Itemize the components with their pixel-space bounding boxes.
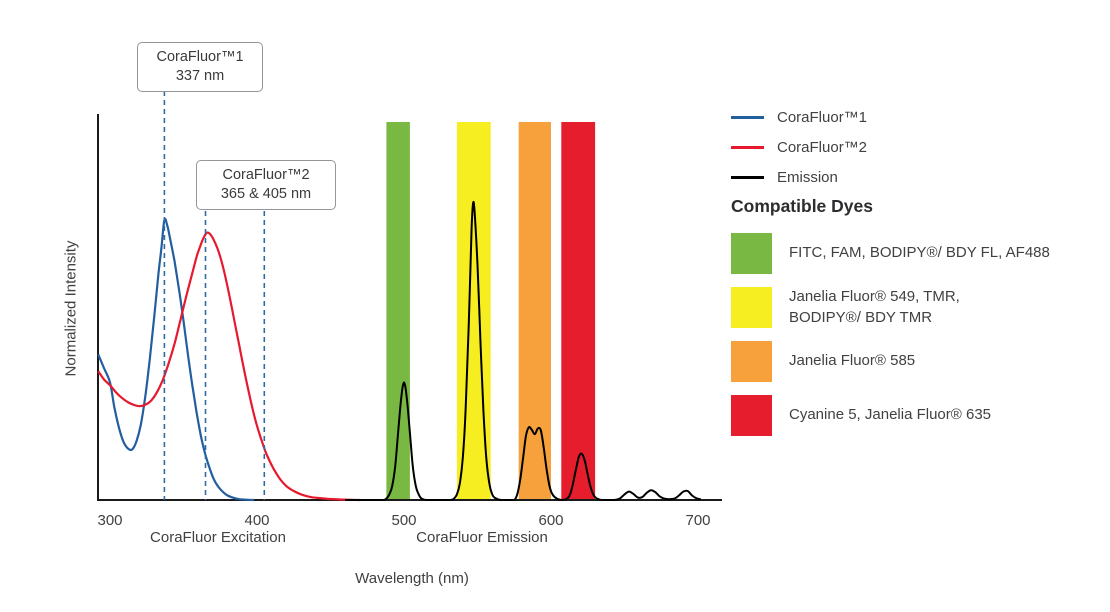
emission-line-swatch [731,175,764,179]
legend-item-emission: Emission [731,167,867,187]
dye-item-yellow: Janelia Fluor® 549, TMR, BODIPY®/ BDY TM… [731,287,1050,328]
callout-value: 337 nm [175,68,225,85]
x-axis-label: Wavelength (nm) [355,570,469,587]
emission-curve [345,200,702,501]
compatible-dyes-list: FITC, FAM, BODIPY®/ BDY FL, AF488 Janeli… [731,233,1050,449]
legend-item-corafluor1: CoraFluor™1 [731,107,867,127]
x-tick-label: 600 [538,512,563,529]
callout-title: CoraFluor™2 [222,167,310,183]
dye-label: Janelia Fluor® 549, TMR, BODIPY®/ BDY TM… [789,288,960,326]
dye-item-orange: Janelia Fluor® 585 [731,341,1050,382]
y-axis-label: Normalized Intensity [62,240,80,377]
callout-value: 365 & 405 nm [220,186,312,203]
yellow-dye-swatch [731,287,772,328]
orange-dye-swatch [731,341,772,382]
spectra-chart: 300 400 500 600 700 [97,82,722,529]
chart-legend: CoraFluor™1 CoraFluor™2 Emission [731,107,867,197]
compatible-dyes-title: Compatible Dyes [731,196,873,216]
dye-item-green: FITC, FAM, BODIPY®/ BDY FL, AF488 [731,233,1050,274]
legend-label: CoraFluor™2 [777,138,868,156]
x-tick-label: 700 [685,512,710,529]
annotation-corafluor2-callout: CoraFluor™2 365 & 405 nm [196,160,336,211]
orange-filter-band [518,122,551,500]
corafluor1-excitation-curve [97,217,255,502]
red-filter-band [561,122,596,500]
legend-label: CoraFluor™1 [777,108,868,126]
dye-label: Cyanine 5, Janelia Fluor® 635 [789,406,992,424]
corafluor2-excitation-curve [97,231,360,502]
corafluor2-line-swatch [731,145,764,149]
green-filter-band [386,122,410,500]
x-tick-label: 500 [391,512,416,529]
dye-label: FITC, FAM, BODIPY®/ BDY FL, AF488 [789,244,1050,262]
dye-label: Janelia Fluor® 585 [789,352,916,370]
green-dye-swatch [731,233,772,274]
callout-title: CoraFluor™1 [156,49,244,65]
annotation-corafluor1-callout: CoraFluor™1 337 nm [137,42,263,93]
legend-item-corafluor2: CoraFluor™2 [731,137,867,157]
red-dye-swatch [731,395,772,436]
legend-label: Emission [777,168,838,186]
x-tick-label: 300 [97,512,122,529]
dye-item-red: Cyanine 5, Janelia Fluor® 635 [731,395,1050,436]
emission-axis-section-label: CoraFluor Emission [416,529,548,546]
excitation-axis-section-label: CoraFluor Excitation [150,529,286,546]
x-tick-label: 400 [244,512,269,529]
corafluor1-line-swatch [731,115,764,119]
